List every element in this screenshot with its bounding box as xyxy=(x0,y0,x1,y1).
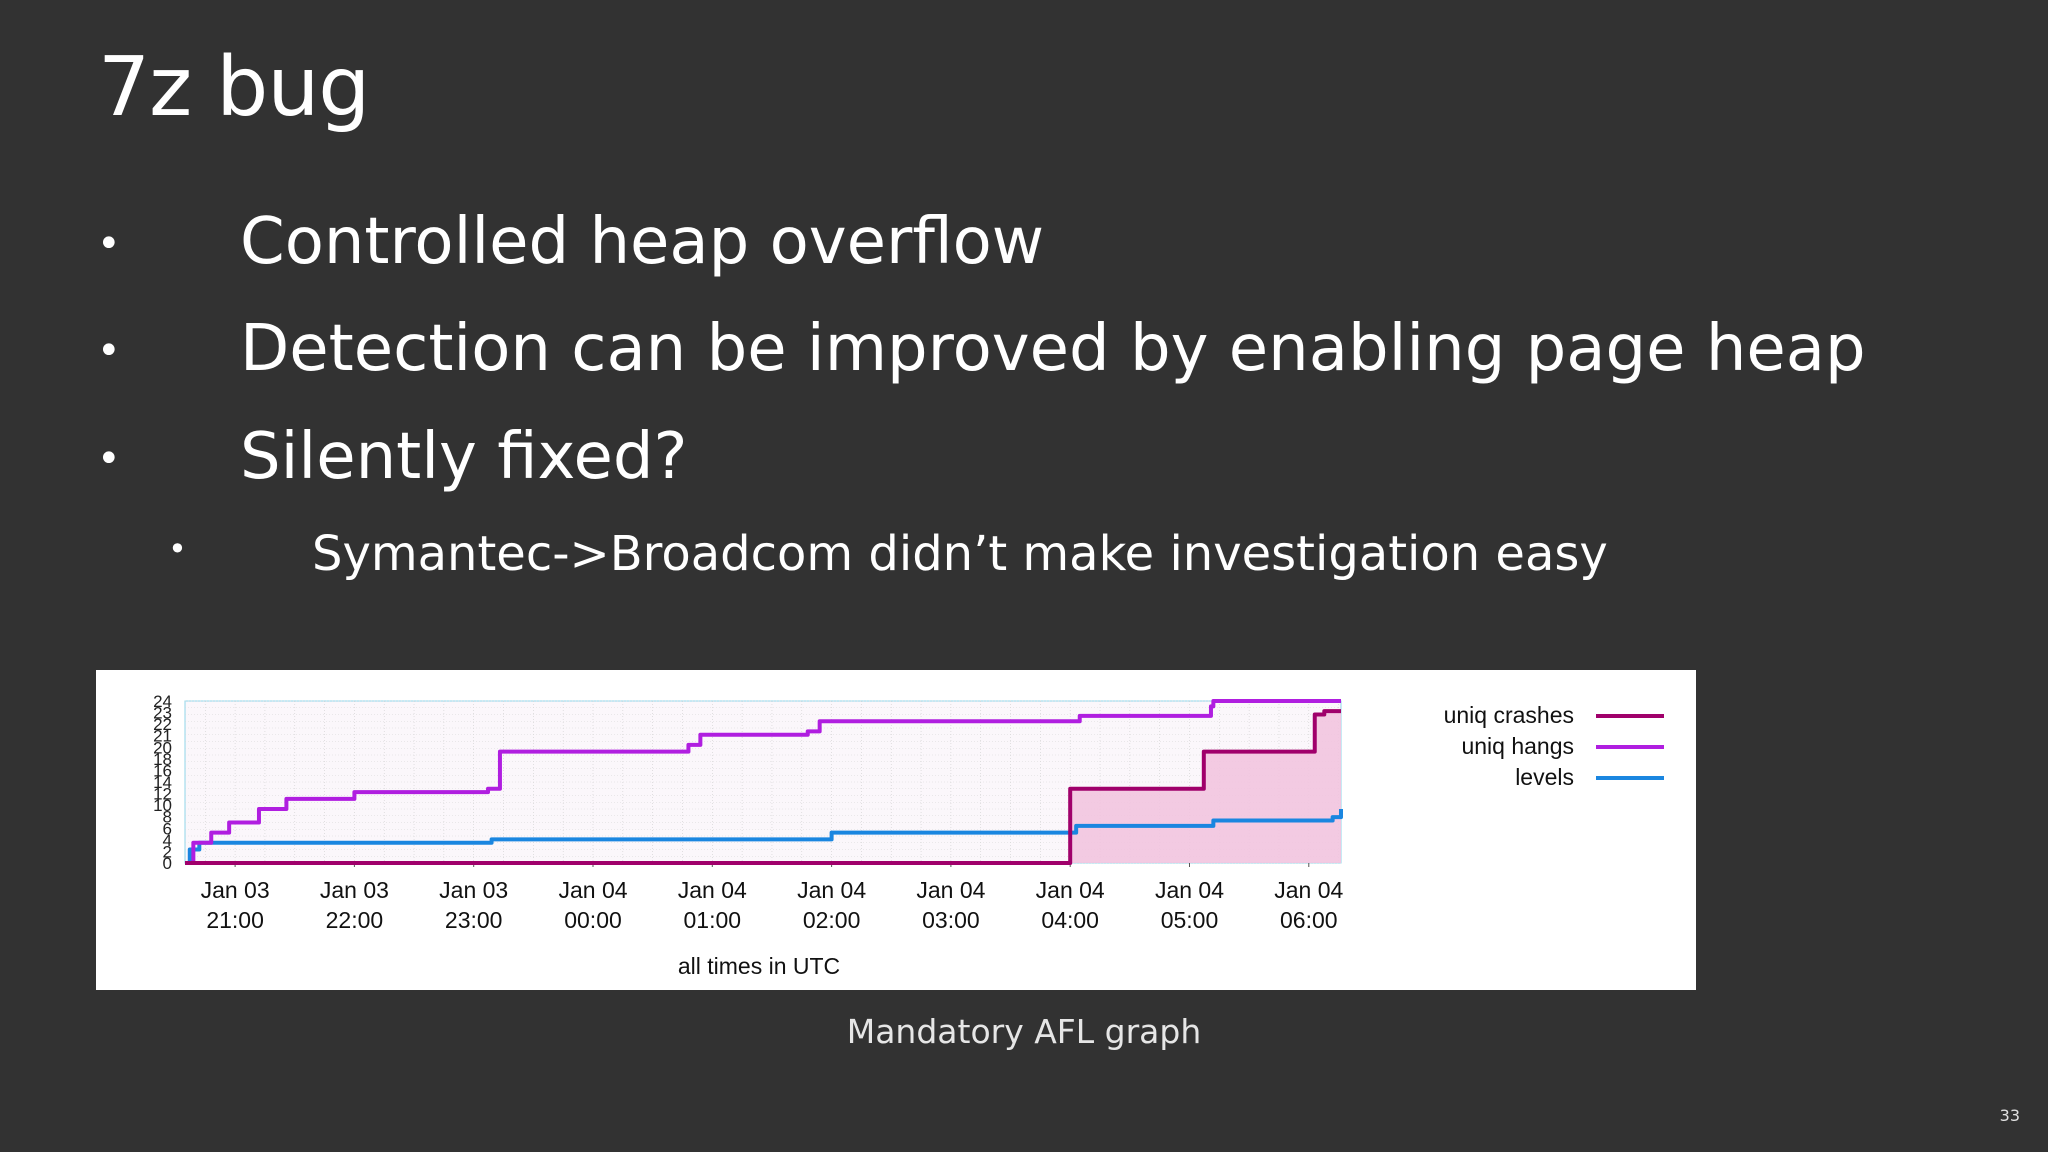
y-tick-label: 6 xyxy=(163,819,172,838)
y-tick-label: 12 xyxy=(153,785,172,804)
x-tick-label: 03:00 xyxy=(922,907,980,933)
x-tick-label: 04:00 xyxy=(1041,907,1099,933)
hangs-series-line xyxy=(185,699,1341,865)
y-tick-label: 16 xyxy=(153,761,172,780)
bullet-text: Symantec->Broadcom didn’t make investiga… xyxy=(312,526,1608,582)
bullet-marker: • xyxy=(97,328,121,374)
x-tick-label: Jan 04 xyxy=(916,877,985,903)
y-tick-label: 8 xyxy=(163,808,172,827)
page-number: 33 xyxy=(1999,1106,2020,1125)
y-tick-label: 20 xyxy=(153,738,172,757)
x-tick-label: 01:00 xyxy=(684,907,742,933)
x-tick-label: Jan 04 xyxy=(1274,877,1343,903)
x-axis-label: all times in UTC xyxy=(678,953,840,979)
bullet-text: Silently fixed? xyxy=(240,420,688,494)
y-tick-label: 23 xyxy=(153,704,172,723)
legend-label: uniq crashes xyxy=(1444,702,1574,728)
x-tick-label: 22:00 xyxy=(326,907,384,933)
x-tick-label: 06:00 xyxy=(1280,907,1338,933)
x-tick-label: Jan 04 xyxy=(797,877,866,903)
chart-caption: Mandatory AFL graph xyxy=(846,1012,1202,1051)
slide-title: 7z bug xyxy=(98,40,370,135)
y-tick-label: 4 xyxy=(163,831,172,850)
x-tick-label: 00:00 xyxy=(564,907,622,933)
x-tick-label: 02:00 xyxy=(803,907,861,933)
legend-label: uniq hangs xyxy=(1461,733,1574,759)
x-tick-label: Jan 04 xyxy=(1155,877,1224,903)
bullet-marker: • xyxy=(168,530,187,568)
crashes-series-line xyxy=(185,709,1341,865)
y-tick-label: 14 xyxy=(153,773,172,792)
bullet-text: Detection can be improved by enabling pa… xyxy=(240,312,1866,386)
x-tick-label: Jan 04 xyxy=(558,877,627,903)
bullet-marker: • xyxy=(97,221,121,267)
y-tick-label: 21 xyxy=(153,727,172,746)
x-tick-label: Jan 03 xyxy=(439,877,508,903)
y-tick-label: 2 xyxy=(163,842,172,861)
x-tick-label: Jan 04 xyxy=(678,877,747,903)
legend-label: levels xyxy=(1515,764,1574,790)
y-tick-label: 24 xyxy=(153,692,172,711)
y-tick-label: 10 xyxy=(153,796,172,815)
y-tick-label: 18 xyxy=(153,750,172,769)
x-tick-label: 23:00 xyxy=(445,907,503,933)
levels-series-line xyxy=(185,809,1343,865)
bullet-marker: • xyxy=(97,436,121,482)
y-tick-label: 0 xyxy=(163,854,172,873)
crashes-fill-area xyxy=(185,711,1341,863)
bullet-text: Controlled heap overflow xyxy=(240,205,1045,279)
x-tick-label: Jan 03 xyxy=(201,877,270,903)
x-tick-label: 21:00 xyxy=(206,907,264,933)
x-tick-label: 05:00 xyxy=(1161,907,1219,933)
x-tick-label: Jan 04 xyxy=(1036,877,1105,903)
afl-graph: 0 2 4 6 8 10 12 14 16 18 20 21 22 23 24 Jan 03 21:00 Jan … xyxy=(96,670,1696,990)
y-tick-label: 22 xyxy=(153,715,172,734)
x-tick-label: Jan 03 xyxy=(320,877,389,903)
